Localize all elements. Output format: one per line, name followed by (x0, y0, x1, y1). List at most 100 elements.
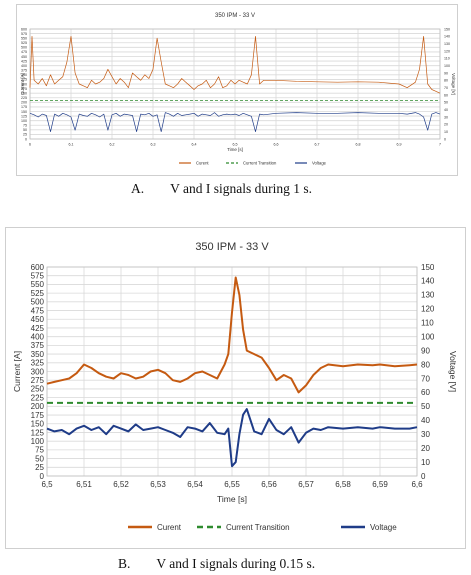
y-tick-label: 250 (31, 385, 45, 394)
y2-tick-label: 90 (444, 71, 448, 75)
caption-a: A. V and I signals during 1 s. (131, 181, 312, 197)
y-tick-label: 175 (21, 105, 27, 109)
y-tick-label: 0 (25, 137, 27, 141)
y-tick-label: 25 (23, 133, 27, 137)
y2-tick-label: 120 (421, 305, 435, 314)
caption-b-label: B. (118, 556, 131, 571)
series-line-curent (46, 276, 418, 394)
y-tick-label: 600 (21, 27, 27, 31)
x-tick-label: 6,5 (233, 143, 238, 147)
legend-label: Curent (196, 160, 209, 165)
y2-tick-label: 140 (421, 277, 435, 286)
chart-title: 350 IPM - 33 V (195, 241, 269, 253)
y-tick-label: 500 (21, 46, 27, 50)
legend-label: Current Transition (226, 523, 290, 532)
legend-label: Voltage (312, 160, 327, 165)
y-axis-title: Current [A] (12, 351, 22, 392)
y-tick-label: 475 (31, 306, 45, 315)
y-tick-label: 550 (31, 280, 45, 289)
y2-tick-label: 0 (421, 472, 426, 481)
y2-axis-title: Voltage [V] (448, 351, 458, 392)
y-tick-label: 0 (40, 472, 45, 481)
y-tick-label: 150 (21, 110, 27, 114)
y-tick-label: 600 (31, 263, 45, 272)
y-axis-title: Current [A] (20, 73, 25, 95)
legend-label: Curent (157, 523, 182, 532)
y2-tick-label: 0 (444, 137, 446, 141)
y-tick-label: 50 (23, 128, 27, 132)
y2-tick-label: 100 (444, 64, 450, 68)
x-tick-label: 6,4 (192, 143, 197, 147)
y-tick-label: 225 (21, 96, 27, 100)
y-tick-label: 50 (35, 454, 44, 463)
y-tick-label: 450 (21, 55, 27, 59)
y2-tick-label: 110 (444, 57, 450, 61)
y2-tick-label: 40 (444, 108, 448, 112)
chart-title: 350 IPM - 33 V (215, 13, 255, 19)
x-axis-title: Time [s] (217, 494, 247, 504)
y-tick-label: 100 (21, 119, 27, 123)
y-tick-label: 350 (21, 73, 27, 77)
y-tick-label: 200 (31, 402, 45, 411)
y-tick-label: 425 (21, 59, 27, 63)
chart-b-panel: 350 IPM - 33 V 6,5 6,51 6,52 6,53 6,54 6,55 6,5… (5, 227, 466, 549)
y-tick-label: 275 (31, 376, 45, 385)
y2-tick-label: 90 (421, 346, 430, 355)
y-tick-label: 325 (31, 359, 45, 368)
chart-b: 350 IPM - 33 V 6,5 6,51 6,52 6,53 6,54 6,55 6,5… (12, 241, 458, 532)
x-tick-label: 6,57 (298, 480, 314, 489)
y-tick-label: 125 (31, 428, 45, 437)
y-tick-label: 450 (31, 315, 45, 324)
y-tick-label: 575 (31, 272, 45, 281)
y-tick-label: 300 (31, 367, 45, 376)
x-tick-label: 6,53 (150, 480, 166, 489)
series-line-voltage (46, 408, 418, 468)
x-tick-label: 6,5 (41, 480, 53, 489)
y2-tick-label: 130 (444, 42, 450, 46)
y2-tick-label: 40 (421, 416, 430, 425)
caption-b: B. V and I signals during 0.15 s. (118, 556, 315, 572)
y-tick-label: 125 (21, 114, 27, 118)
x-tick-label: 6,55 (224, 480, 240, 489)
y2-tick-label: 80 (444, 79, 448, 83)
x-tick-label: 6,56 (261, 480, 277, 489)
legend-label: Current Transition (243, 160, 277, 165)
caption-b-text: V and I signals during 0.15 s. (156, 556, 316, 571)
x-tick-label: 6,58 (335, 480, 351, 489)
y2-axis-title: Voltage [V] (451, 73, 456, 95)
y-tick-label: 375 (31, 341, 45, 350)
y-tick-label: 175 (31, 411, 45, 420)
x-tick-label: 6,6 (411, 480, 423, 489)
y-tick-label: 150 (31, 420, 45, 429)
y-tick-label: 200 (21, 101, 27, 105)
series-line-curent (29, 35, 441, 94)
y2-tick-label: 10 (421, 458, 430, 467)
x-tick-label: 6,8 (356, 143, 361, 147)
x-tick-label: 6,54 (187, 480, 203, 489)
y2-tick-label: 130 (421, 291, 435, 300)
y2-tick-label: 60 (421, 388, 430, 397)
x-tick-label: 6,59 (372, 480, 388, 489)
y2-tick-label: 10 (444, 130, 448, 134)
y-tick-label: 75 (35, 446, 44, 455)
y2-tick-label: 60 (444, 93, 448, 97)
y2-tick-label: 20 (421, 444, 430, 453)
y-tick-label: 250 (21, 91, 27, 95)
y2-tick-label: 140 (444, 35, 450, 39)
legend-label: Voltage (370, 523, 397, 532)
y-tick-label: 75 (23, 124, 27, 128)
y-tick-label: 400 (31, 332, 45, 341)
caption-a-text: V and I signals during 1 s. (170, 181, 312, 196)
y2-tick-label: 30 (421, 430, 430, 439)
y-tick-label: 275 (21, 87, 27, 91)
y-tick-label: 325 (21, 78, 27, 82)
y-tick-label: 575 (21, 32, 27, 36)
x-tick-label: 6 (29, 143, 31, 147)
x-tick-label: 6,9 (397, 143, 402, 147)
y-tick-label: 375 (21, 69, 27, 73)
y-tick-label: 525 (31, 289, 45, 298)
x-tick-label: 6,6 (274, 143, 279, 147)
y2-tick-label: 80 (421, 360, 430, 369)
y2-tick-label: 50 (421, 402, 430, 411)
y-tick-label: 475 (21, 50, 27, 54)
